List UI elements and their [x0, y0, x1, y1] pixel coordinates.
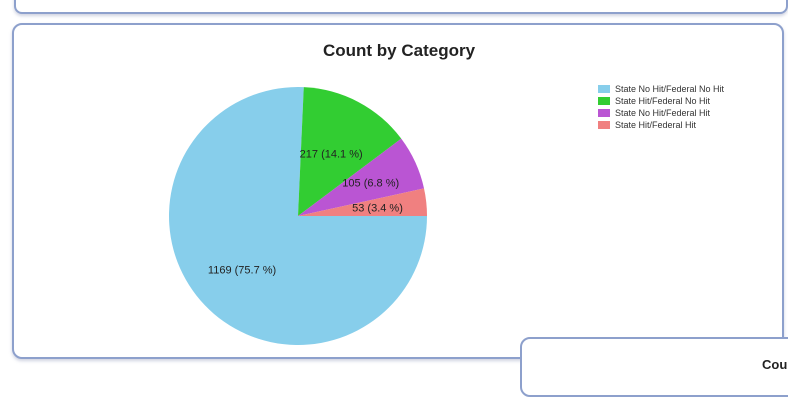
- legend-swatch: [598, 109, 610, 117]
- legend-item: State No Hit/Federal Hit: [598, 107, 724, 119]
- legend-item: State Hit/Federal Hit: [598, 119, 724, 131]
- bottom-chart-title: Cou: [762, 357, 788, 372]
- legend-label: State No Hit/Federal Hit: [615, 108, 711, 118]
- bottom-chart-panel: Cou: [520, 337, 788, 397]
- slice-data-label: 217 (14.1 %): [300, 148, 363, 160]
- pie-slice: [298, 87, 402, 216]
- top-chart-panel: [14, 0, 788, 14]
- legend-label: State Hit/Federal Hit: [615, 120, 697, 130]
- legend-item: State Hit/Federal No Hit: [598, 95, 724, 107]
- legend: State No Hit/Federal No Hit State Hit/Fe…: [598, 83, 724, 131]
- legend-swatch: [598, 121, 610, 129]
- legend-swatch: [598, 97, 610, 105]
- pie-slice: [169, 86, 427, 345]
- legend-label: State No Hit/Federal No Hit: [615, 84, 725, 94]
- pie-chart: 1169 (75.7 %) 217 (14.1 %) 105 (6.8 %) 53 (…: [169, 86, 427, 345]
- legend-item: State No Hit/Federal No Hit: [598, 83, 724, 95]
- pie-slice: [298, 188, 427, 216]
- slice-data-label: 105 (6.8 %): [342, 178, 399, 190]
- chart-panel: Count by Category 1169 (75.7 %) 217 (14.1…: [12, 23, 784, 359]
- slice-data-label: 1169 (75.7 %): [208, 264, 276, 276]
- slice-data-label: 53 (3.4 %): [352, 202, 403, 214]
- pie-slice: [298, 138, 425, 216]
- chart-title: Count by Category: [322, 41, 476, 60]
- legend-label: State Hit/Federal No Hit: [615, 96, 711, 106]
- legend-swatch: [598, 85, 610, 93]
